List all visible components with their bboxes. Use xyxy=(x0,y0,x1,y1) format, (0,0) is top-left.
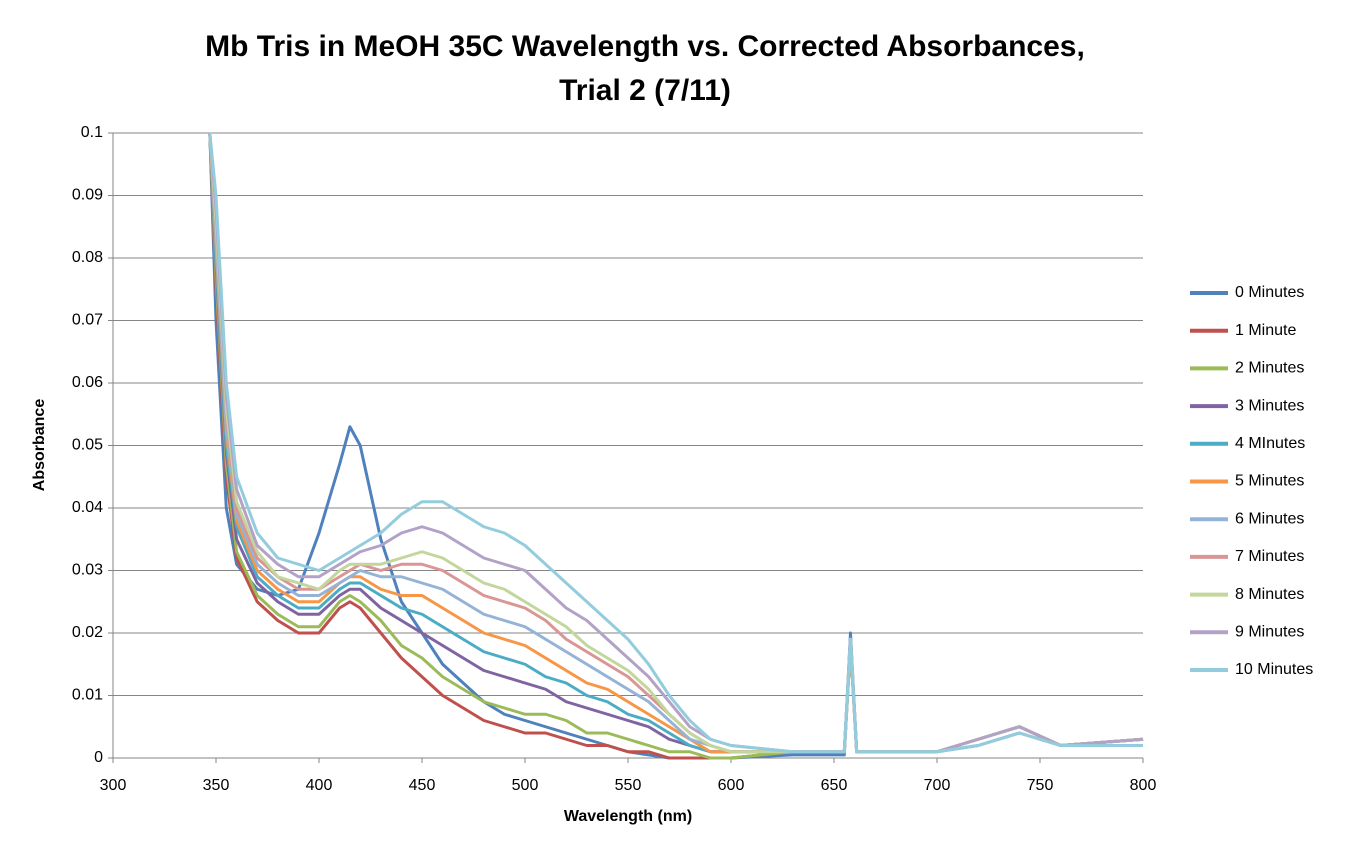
x-tick-label: 300 xyxy=(100,777,127,794)
y-tick-label: 0.02 xyxy=(72,624,103,641)
x-tick-label: 350 xyxy=(203,777,230,794)
y-tick-label: 0.03 xyxy=(72,562,103,579)
legend-label: 2 Minutes xyxy=(1235,360,1304,377)
legend-label: 0 Minutes xyxy=(1235,284,1304,301)
y-tick-label: 0.07 xyxy=(72,312,103,329)
x-tick-label: 400 xyxy=(306,777,333,794)
x-tick-label: 800 xyxy=(1130,777,1157,794)
y-axis-title: Absorbance xyxy=(31,399,48,492)
x-tick-label: 450 xyxy=(409,777,436,794)
y-tick-label: 0.01 xyxy=(72,687,103,704)
x-tick-label: 700 xyxy=(924,777,951,794)
x-tick-label: 650 xyxy=(821,777,848,794)
x-tick-label: 550 xyxy=(615,777,642,794)
legend-label: 6 Minutes xyxy=(1235,510,1304,527)
y-tick-label: 0.04 xyxy=(72,499,103,516)
x-axis-title: Wavelength (nm) xyxy=(564,808,692,825)
legend-label: 10 Minutes xyxy=(1235,661,1313,678)
y-tick-label: 0.06 xyxy=(72,374,103,391)
y-tick-label: 0.08 xyxy=(72,249,103,266)
legend-label: 4 MInutes xyxy=(1235,435,1305,452)
y-tick-label: 0.05 xyxy=(72,437,103,454)
x-tick-label: 600 xyxy=(718,777,745,794)
chart-title: Mb Tris in MeOH 35C Wavelength vs. Corre… xyxy=(205,30,1085,63)
legend-label: 7 Minutes xyxy=(1235,548,1304,565)
y-tick-label: 0.09 xyxy=(72,187,103,204)
legend-label: 8 Minutes xyxy=(1235,586,1304,603)
legend-label: 5 Minutes xyxy=(1235,473,1304,490)
legend-label: 1 Minute xyxy=(1235,322,1296,339)
y-tick-label: 0.1 xyxy=(81,124,103,141)
chart-subtitle: Trial 2 (7/11) xyxy=(559,74,731,107)
y-tick-label: 0 xyxy=(94,749,103,766)
series-line xyxy=(208,132,1143,754)
x-tick-label: 500 xyxy=(512,777,539,794)
x-tick-label: 750 xyxy=(1027,777,1054,794)
legend-label: 3 Minutes xyxy=(1235,397,1304,414)
legend-label: 9 Minutes xyxy=(1235,624,1304,641)
